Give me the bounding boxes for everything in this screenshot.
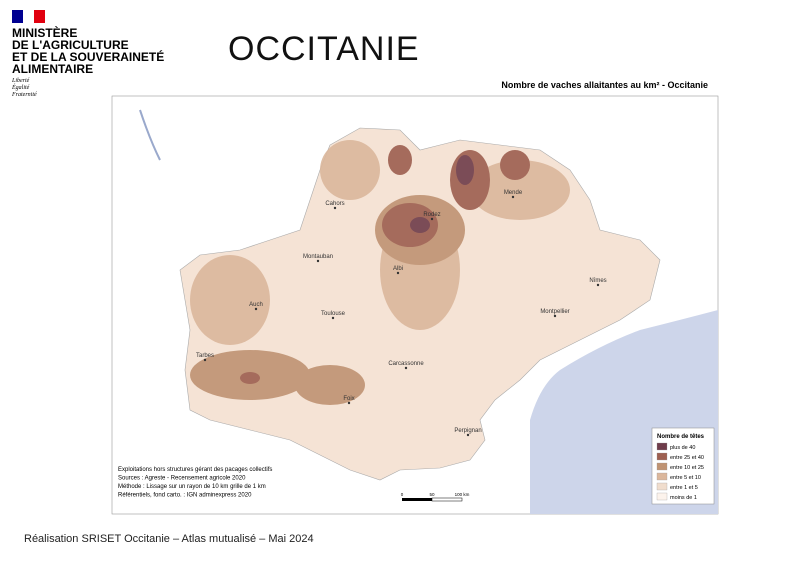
legend-label: entre 1 et 5 — [670, 485, 698, 491]
scale-label: 0 — [401, 492, 404, 497]
legend-swatch — [656, 492, 668, 501]
city-dot — [553, 314, 557, 318]
ministry-line: ALIMENTAIRE — [12, 62, 94, 76]
ministry-line: DE L'AGRICULTURE — [12, 38, 129, 52]
source-line: Méthode : Lissage sur un rayon de 10 km … — [118, 484, 266, 490]
legend-swatch — [656, 442, 668, 451]
city-dot — [347, 401, 351, 405]
estuary — [139, 109, 161, 161]
source-line: Référentiels, fond carto. : IGN adminexp… — [118, 493, 252, 499]
legend-swatch — [656, 462, 668, 471]
cities: Cahors Rodez Mende Montauban Albi Nîmes Auch To… — [196, 190, 607, 437]
footer: Réalisation SRISET Occitanie – Atlas mut… — [24, 533, 314, 545]
legend-label: moins de 1 — [670, 495, 697, 501]
city-label: Tarbes — [196, 353, 214, 359]
city-dot — [203, 358, 207, 362]
city-dot — [333, 206, 337, 210]
ministry-line: MINISTÈRE — [12, 26, 78, 40]
motto: Liberté Égalité Fraternité — [12, 78, 164, 99]
city-dot — [396, 271, 400, 275]
city-label: Perpignan — [454, 428, 481, 434]
density — [190, 140, 570, 405]
city-label: Nîmes — [589, 278, 606, 284]
city-dot — [511, 195, 515, 199]
city-label: Foix — [343, 396, 354, 402]
logo: MINISTÈRE DE L'AGRICULTURE ET DE LA SOUVER… — [12, 10, 164, 99]
motto-line: Égalité — [12, 85, 30, 91]
city-dot — [331, 316, 335, 320]
page-title: OCCITANIE — [228, 30, 420, 68]
city-dot — [316, 259, 320, 263]
ministry: MINISTÈRE DE L'AGRICULTURE ET DE LA SOUVER… — [12, 27, 164, 75]
city-dot — [466, 433, 470, 437]
city-label: Montpellier — [540, 309, 569, 315]
legend-label: plus de 40 — [670, 445, 695, 451]
legend-title: Nombre de têtes — [657, 434, 705, 440]
motto-line: Liberté — [12, 78, 30, 84]
flag — [12, 10, 45, 23]
city-label: Auch — [249, 302, 263, 308]
scale-label: 100 km — [455, 492, 470, 497]
city-label: Montauban — [303, 254, 333, 260]
city-label: Cahors — [325, 201, 344, 207]
map-title: Nombre de vaches allaitantes au km² - Oc… — [501, 80, 708, 90]
legend: Nombre de têtes plus de 40 entre 25 et 40… — [651, 427, 715, 505]
source-line: Sources : Agreste - Recensement agricole… — [118, 476, 246, 482]
legend-swatch — [656, 452, 668, 461]
legend-swatch — [656, 482, 668, 491]
city-label: Toulouse — [321, 311, 346, 317]
motto-line: Fraternité — [12, 92, 37, 98]
city-dot — [254, 307, 258, 311]
city-label: Carcassonne — [388, 361, 424, 367]
legend-swatch — [656, 472, 668, 481]
sources: Exploitations hors structures gérant des… — [118, 467, 272, 499]
legend-label: entre 25 et 40 — [670, 455, 704, 461]
city-dot — [404, 366, 408, 370]
legend-label: entre 5 et 10 — [670, 475, 701, 481]
source-line: Exploitations hors structures gérant des… — [118, 467, 272, 473]
ministry-line: ET DE LA SOUVERAINETÉ — [12, 50, 165, 64]
city-label: Mende — [504, 190, 523, 196]
city-label: Albi — [393, 266, 403, 272]
city-dot — [430, 217, 434, 221]
city-label: Rodez — [423, 212, 440, 218]
scale-bar: 0 50 100 km — [401, 492, 470, 502]
city-dot — [596, 283, 600, 287]
scale-label: 50 — [429, 492, 435, 497]
legend-label: entre 10 et 25 — [670, 465, 704, 471]
